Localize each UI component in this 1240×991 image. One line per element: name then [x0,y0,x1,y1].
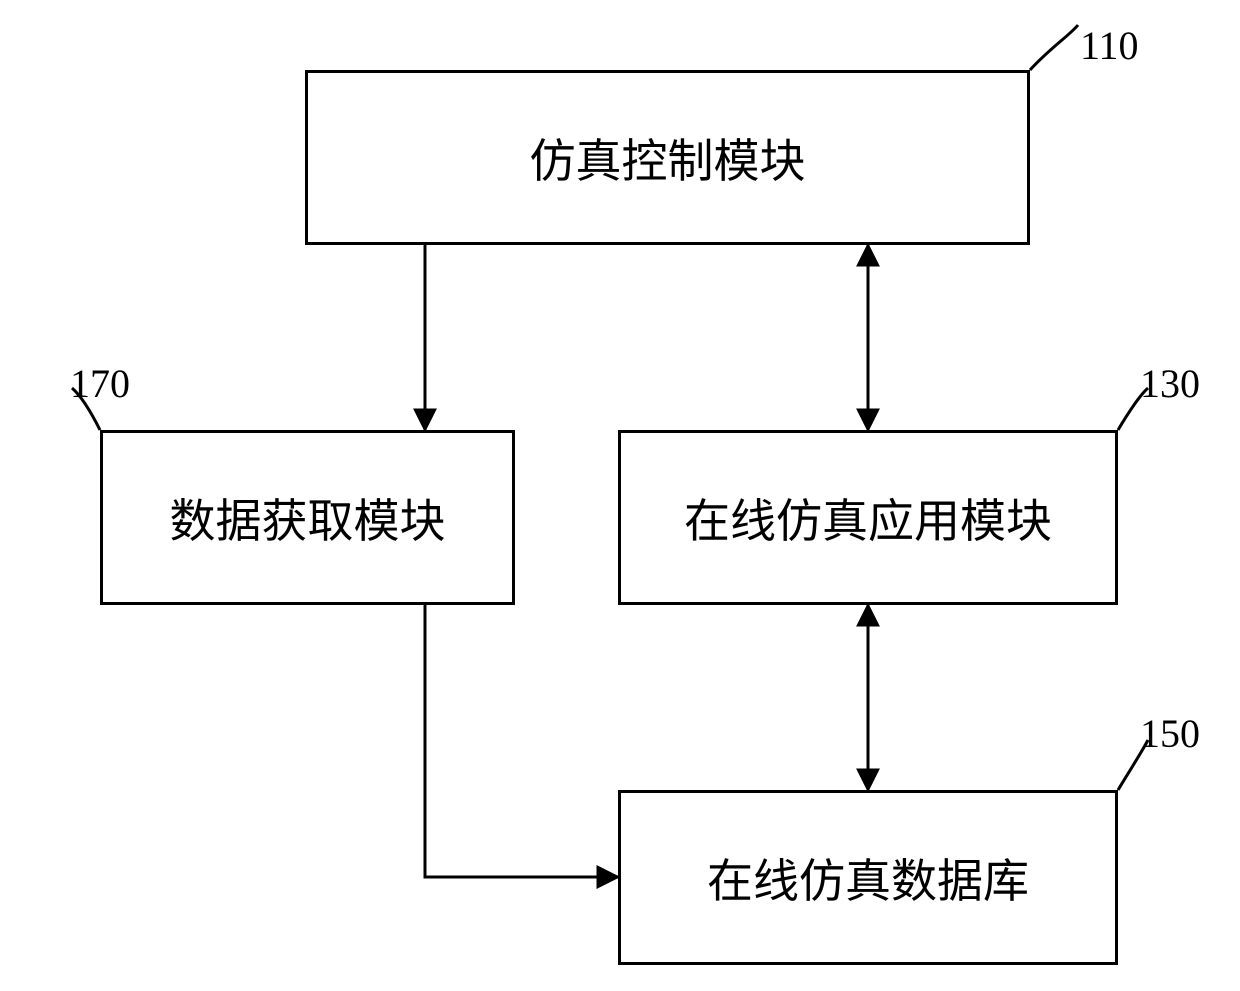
node-130-label: 在线仿真应用模块 [684,485,1052,551]
node-130: 在线仿真应用模块 [618,430,1118,605]
block-diagram: 仿真控制模块 110 数据获取模块 170 在线仿真应用模块 130 在线仿真数… [0,0,1240,991]
node-150: 在线仿真数据库 [618,790,1118,965]
ref-170: 170 [70,360,130,407]
node-170-label: 数据获取模块 [170,485,446,551]
ref-150: 150 [1140,710,1200,757]
node-150-label: 在线仿真数据库 [707,845,1029,911]
node-110: 仿真控制模块 [305,70,1030,245]
node-170: 数据获取模块 [100,430,515,605]
edge-e170-150 [425,605,618,877]
ref-130: 130 [1140,360,1200,407]
ref-110: 110 [1080,22,1139,69]
ref-curve [1030,25,1078,70]
node-110-label: 仿真控制模块 [530,125,806,191]
